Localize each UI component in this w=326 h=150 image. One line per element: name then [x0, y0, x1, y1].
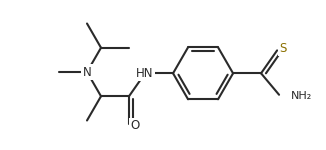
Text: HN: HN	[136, 67, 154, 80]
Text: O: O	[130, 119, 140, 132]
Text: NH₂: NH₂	[291, 91, 312, 101]
Text: S: S	[279, 42, 287, 55]
Text: N: N	[82, 66, 91, 78]
